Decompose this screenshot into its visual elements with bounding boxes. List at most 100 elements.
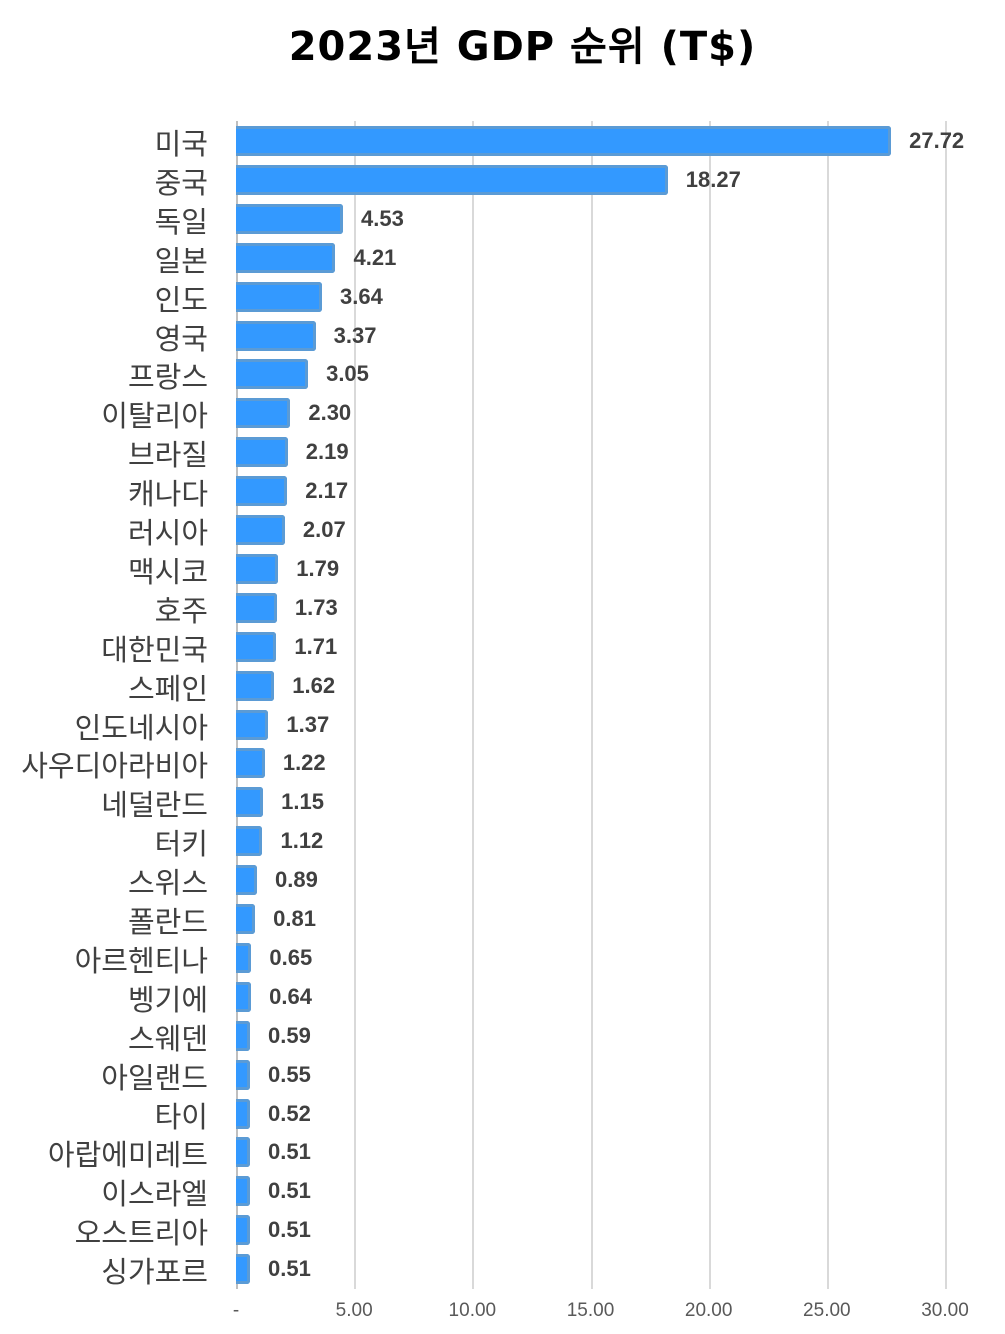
bar [236, 1254, 250, 1285]
bar [236, 126, 892, 156]
category-label: 캐나다 [127, 477, 208, 512]
data-label: 0.52 [268, 1100, 311, 1126]
bar [236, 787, 264, 818]
data-label: 27.72 [909, 128, 965, 153]
x-tick-label: 30.00 [921, 1300, 969, 1321]
bar [236, 981, 252, 1012]
bar [236, 826, 263, 857]
data-label: 2.17 [305, 478, 349, 504]
data-label: 18.27 [685, 166, 741, 192]
category-label: 벵기에 [127, 982, 208, 1017]
category-label: 이탈리아 [101, 399, 208, 434]
bar [236, 1059, 250, 1090]
bar [236, 904, 256, 934]
bar [236, 398, 291, 429]
category-label: 네덜란드 [101, 788, 208, 823]
category-label: 스위스 [127, 866, 208, 901]
x-tick-label: 25.00 [803, 1300, 851, 1321]
category-label: 스페인 [127, 671, 208, 706]
category-label: 프랑스 [127, 360, 208, 395]
category-label: 인도네시아 [74, 710, 208, 745]
bar [236, 476, 288, 507]
bar [236, 1137, 250, 1168]
data-label: 1.37 [286, 711, 330, 737]
gridline [708, 121, 711, 1289]
category-label: 아르헨티나 [74, 943, 208, 978]
gridline [826, 121, 829, 1289]
x-tick-label: 10.00 [448, 1300, 497, 1321]
category-label: 대한민국 [101, 632, 208, 667]
data-label: 1.79 [296, 555, 340, 581]
data-label: 0.81 [273, 906, 316, 931]
gridline [354, 121, 357, 1289]
bar [236, 1215, 250, 1246]
data-label: 0.51 [268, 1139, 311, 1165]
data-label: 0.51 [268, 1256, 311, 1282]
bar [236, 670, 275, 701]
category-label: 일본 [154, 243, 208, 278]
data-label: 1.62 [292, 672, 336, 698]
category-label: 중국 [154, 165, 208, 200]
category-label: 인도 [154, 282, 208, 317]
data-label: 1.73 [294, 594, 338, 620]
category-label: 스웨덴 [127, 1021, 208, 1056]
category-label: 미국 [154, 127, 208, 161]
category-label: 영국 [154, 321, 208, 356]
data-label: 4.53 [361, 205, 404, 231]
bar [236, 203, 344, 234]
data-label: 3.64 [340, 283, 383, 309]
data-label: 4.21 [353, 244, 397, 270]
data-label: 0.59 [268, 1022, 311, 1048]
category-label: 싱가포르 [101, 1255, 208, 1290]
data-label: 0.51 [268, 1217, 311, 1243]
plot-area: 27.72 18.27 4.53 4.21 3.64 3.37 3.05 2.30 2.19 2.… [236, 121, 964, 1289]
bar [236, 515, 285, 545]
data-label: 0.51 [268, 1178, 311, 1204]
category-label: 독일 [154, 204, 208, 239]
bar [236, 281, 323, 312]
y-axis-line [236, 121, 238, 1289]
category-label: 사우디아라비아 [21, 749, 208, 784]
x-tick-label: 20.00 [684, 1300, 733, 1321]
data-label: 2.19 [305, 439, 349, 465]
category-label: 브라질 [127, 438, 208, 473]
data-label: 1.71 [294, 633, 338, 659]
category-label: 러시아 [127, 516, 208, 550]
gridline [590, 121, 593, 1289]
category-label: 타이 [154, 1099, 208, 1134]
bar [236, 709, 269, 740]
data-label: 2.30 [308, 400, 352, 426]
category-label: 아일랜드 [101, 1060, 208, 1095]
data-label: 3.37 [333, 322, 377, 348]
data-label: 0.64 [269, 983, 312, 1009]
category-label: 호주 [154, 593, 208, 628]
chart-title: 2023년 GDP 순위 (T$) [288, 24, 757, 70]
category-label: 폴란드 [127, 905, 208, 939]
data-label: 1.12 [280, 828, 324, 854]
x-tick-label: - [232, 1300, 240, 1321]
data-label: 1.15 [281, 789, 324, 815]
bar [236, 437, 288, 468]
category-label: 터키 [154, 827, 208, 862]
bar [236, 942, 252, 973]
data-label: 0.89 [275, 867, 318, 893]
gridline [945, 121, 947, 1289]
bar [236, 631, 277, 662]
bar [236, 359, 309, 390]
bar [236, 553, 279, 584]
gridline [472, 121, 475, 1289]
bar [236, 592, 277, 623]
bar [236, 164, 668, 195]
data-label: 1.22 [282, 750, 326, 776]
data-label: 2.07 [302, 517, 346, 542]
category-label: 오스트리아 [74, 1216, 208, 1251]
bar [236, 865, 258, 896]
x-tick-label: 5.00 [335, 1300, 373, 1321]
category-label: 맥시코 [127, 554, 208, 589]
bar [236, 1098, 250, 1129]
x-tick-label: 15.00 [566, 1300, 615, 1321]
category-label: 아랍에미레트 [47, 1138, 208, 1173]
category-label: 이스라엘 [101, 1177, 208, 1212]
bar [236, 242, 336, 273]
bar [236, 320, 316, 351]
